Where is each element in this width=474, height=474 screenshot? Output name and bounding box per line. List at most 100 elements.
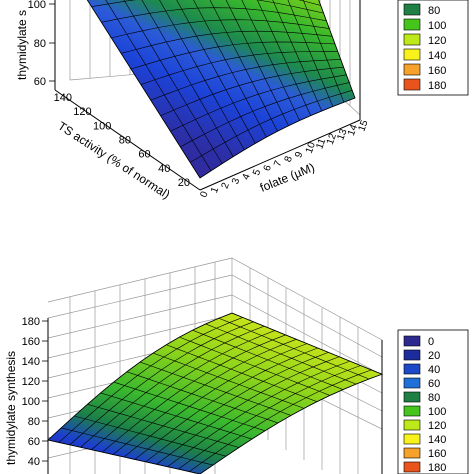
top-surface-grid-line [199, 97, 356, 179]
top-y-tick-label: 4 [241, 172, 253, 181]
top-x-tick-label: 60 [138, 149, 150, 161]
top-y-tick-label: 3 [230, 176, 242, 185]
bottom-legend-label: 180 [428, 462, 446, 474]
top-y-tick-label: 6 [262, 163, 274, 172]
bottom-legend-swatch [403, 349, 421, 361]
bottom-legend-label: 160 [428, 448, 446, 460]
top-z-tick-label: 100 [28, 0, 46, 11]
top-y-tick-label: 0 [198, 190, 210, 199]
top-surface [86, 0, 356, 179]
bottom-surface-grid-line [134, 347, 318, 460]
top-surface-grid-line [170, 74, 347, 132]
top-z-tick-label: 60 [34, 76, 46, 88]
top-x-tick-label: 120 [73, 106, 91, 118]
top-legend: 80 100 120 140 160 180 [397, 0, 469, 96]
top-legend-frame [397, 0, 469, 96]
top-y-tick-label: 1 [209, 185, 221, 194]
bottom-surface-fill [47, 312, 384, 474]
bottom-surface-grid-line [199, 373, 383, 474]
top-surface-grid-line [91, 0, 324, 14]
top-surface-grid-line [121, 30, 333, 54]
top-legend-swatch [403, 33, 421, 46]
bottom-surface-grid-line [156, 356, 340, 465]
bottom-legend-label: 80 [428, 392, 440, 404]
bottom-legend-swatch [403, 391, 421, 403]
bottom-legend-swatch [403, 377, 421, 389]
bottom-surface-grid-line [80, 325, 265, 448]
top-y-tick-label: 15 [356, 118, 370, 133]
top-y-tick-label: 9 [293, 150, 305, 159]
top-z-tick-labels: 100 80 60 [28, 0, 55, 88]
bottom-legend-label: 0 [428, 336, 434, 348]
top-legend-label: 160 [428, 65, 446, 77]
top-legend-swatch [403, 18, 421, 31]
top-surface-grid-line [189, 89, 353, 163]
bottom-legend-frame [397, 329, 469, 474]
top-legend-swatch [403, 3, 421, 16]
bottom-z-tick-label: 60 [28, 436, 40, 448]
top-y-tick-label: 13 [335, 127, 349, 142]
top-y-tick-label: 8 [283, 154, 295, 163]
bottom-legend-swatch [403, 419, 421, 431]
top-legend-label: 140 [428, 50, 446, 62]
bottom-legend-label: 120 [428, 420, 446, 432]
top-legend-swatch [403, 78, 421, 91]
bottom-legend-label: 40 [428, 364, 440, 376]
bottom-legend: 0 20 40 60 80 100 120 140 160 180 [397, 329, 469, 474]
top-surface-grid-line [101, 7, 327, 23]
bottom-z-tick-label: 140 [22, 356, 40, 368]
bottom-legend-swatch [403, 447, 421, 459]
bottom-legend-swatch [403, 405, 421, 417]
bottom-z-tick-label: 160 [22, 336, 40, 348]
bottom-surface-grid-line [112, 339, 297, 455]
bottom-z-tick-label: 120 [22, 376, 40, 388]
top-y-tick-label: 7 [272, 159, 284, 168]
bottom-surface-grid-line [145, 352, 329, 463]
top-surface-grid-line [130, 41, 336, 70]
bottom-legend-label: 100 [428, 406, 446, 418]
top-y-tick-label: 5 [251, 168, 263, 177]
top-y-tick-label: 2 [220, 181, 232, 190]
top-x-tick-label: 80 [119, 135, 131, 147]
bottom-surface-grid-line [123, 343, 308, 458]
bottom-surface-grid-line [167, 360, 350, 467]
bottom-legend-swatch [403, 335, 421, 347]
top-y-tick-label: 14 [346, 123, 360, 138]
bottom-surface-grid-line [102, 334, 286, 453]
top-x-tick-label: 100 [93, 120, 111, 132]
top-x-tick-label: 40 [158, 163, 170, 175]
bottom-z-tick-label: 100 [22, 396, 40, 408]
top-legend-label: 80 [428, 5, 440, 17]
top-y-tick-label: 12 [325, 132, 339, 147]
top-legend-swatch [403, 63, 421, 76]
bottom-legend-swatch [403, 433, 421, 445]
bottom-legend-label: 20 [428, 350, 440, 362]
top-surface-grid-line [111, 19, 330, 39]
top-legend-label: 120 [428, 35, 446, 47]
bottom-axes [47, 318, 383, 474]
bottom-z-tick-labels: 18016014012010080604020 [22, 316, 48, 468]
top-y-tick-label: 10 [304, 140, 318, 155]
bottom-z-tick-label: 180 [22, 316, 40, 328]
bottom-z-tick-label: 80 [28, 416, 40, 428]
top-z-axis-label: thymidylate s [15, 10, 29, 80]
bottom-z-axis-label: thymidylate synthesis [4, 351, 18, 465]
bottom-chart: 180 160 140 120 100 80 60 40 20 thymidylate synt… [4, 257, 469, 474]
bottom-surface-grid-line [178, 365, 361, 470]
top-x-tick-label: 20 [178, 177, 190, 189]
top-legend-swatch [403, 48, 421, 61]
bottom-legend-label: 140 [428, 434, 446, 446]
bottom-legend-swatch [403, 461, 421, 473]
top-surface-grid-line [150, 59, 341, 101]
bottom-surface-grid-line [188, 369, 372, 472]
bottom-surface-grid-line [69, 321, 254, 446]
top-legend-label: 180 [428, 80, 446, 92]
bottom-surface-grid-line [91, 330, 275, 450]
bottom-surface-grid-line [58, 317, 243, 443]
top-legend-label: 100 [428, 20, 446, 32]
top-surface-grid-line [160, 66, 344, 116]
